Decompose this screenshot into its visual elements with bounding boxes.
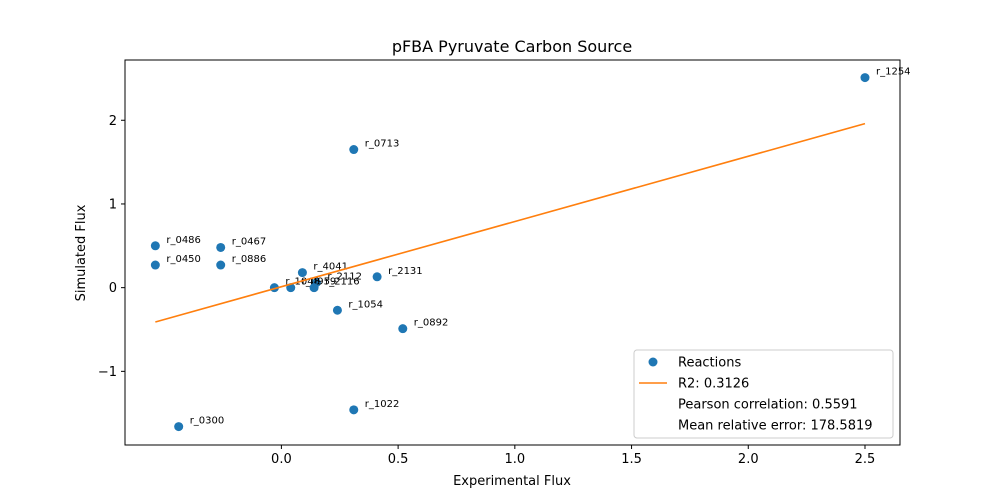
- data-point: [398, 324, 408, 334]
- y-axis-label: Simulated Flux: [74, 204, 89, 301]
- point-label: r_0886: [232, 254, 267, 265]
- data-point: [216, 260, 226, 270]
- point-label: r_0300: [190, 416, 225, 427]
- point-label: r_1254: [876, 67, 911, 78]
- legend-marker-circle: [648, 357, 658, 367]
- legend-entry: Pearson correlation: 0.5591: [678, 398, 858, 413]
- legend-entry: R2: 0.3126: [678, 377, 749, 392]
- x-axis: 0.0 0.5 1.0 1.5 2.0 2.5: [271, 445, 875, 467]
- y-tick-label: 0: [109, 281, 117, 296]
- data-point: [297, 268, 307, 278]
- plot-area: r_1254 r_0713 r_0486 r_0467 r_0450 r_0886 r_40…: [150, 67, 911, 432]
- y-axis: −1 0 1 2: [98, 114, 125, 380]
- legend-entry: Reactions: [678, 356, 741, 371]
- legend-box: [633, 349, 894, 439]
- y-tick-label: −1: [98, 365, 117, 380]
- data-point: [150, 260, 160, 270]
- x-tick-label: 1.5: [621, 452, 642, 467]
- x-axis-label: Experimental Flux: [453, 474, 571, 489]
- data-point: [349, 405, 359, 415]
- point-label: r_0713: [365, 139, 400, 150]
- x-tick-label: 2.5: [855, 452, 876, 467]
- data-point: [174, 422, 184, 432]
- x-tick-label: 2.0: [738, 452, 759, 467]
- point-label: r_0467: [232, 236, 267, 247]
- plot-frame: [124, 59, 901, 446]
- legend-entry: Mean relative error: 178.5819: [678, 419, 873, 434]
- point-label: r_1022: [365, 399, 400, 410]
- data-point: [332, 305, 342, 315]
- data-point: [372, 272, 382, 282]
- point-label: r_0959: [302, 277, 337, 288]
- data-point: [309, 283, 319, 293]
- data-point: [216, 242, 226, 252]
- x-tick-label: 0.0: [271, 452, 292, 467]
- point-label: r_2112: [327, 272, 362, 283]
- point-label: r_0486: [166, 235, 201, 246]
- point-label: r_0450: [166, 254, 201, 265]
- legend: Reactions R2: 0.3126 Pearson correlation: …: [633, 349, 894, 439]
- point-label: r_1048: [285, 277, 320, 288]
- y-tick-label: 2: [109, 114, 117, 129]
- x-tick-label: 1.0: [504, 452, 525, 467]
- data-point: [349, 145, 359, 155]
- point-label: r_1054: [348, 299, 383, 310]
- data-point: [860, 73, 870, 83]
- x-tick-label: 0.5: [388, 452, 409, 467]
- data-point: [150, 241, 160, 251]
- y-tick-label: 1: [109, 197, 117, 212]
- point-label: r_4041: [313, 262, 348, 273]
- point-label: r_0892: [414, 318, 449, 329]
- chart-title: pFBA Pyruvate Carbon Source: [392, 37, 632, 56]
- point-label: r_2131: [388, 266, 423, 277]
- point-label: r_2116: [325, 277, 360, 288]
- regression-line: [155, 122, 866, 323]
